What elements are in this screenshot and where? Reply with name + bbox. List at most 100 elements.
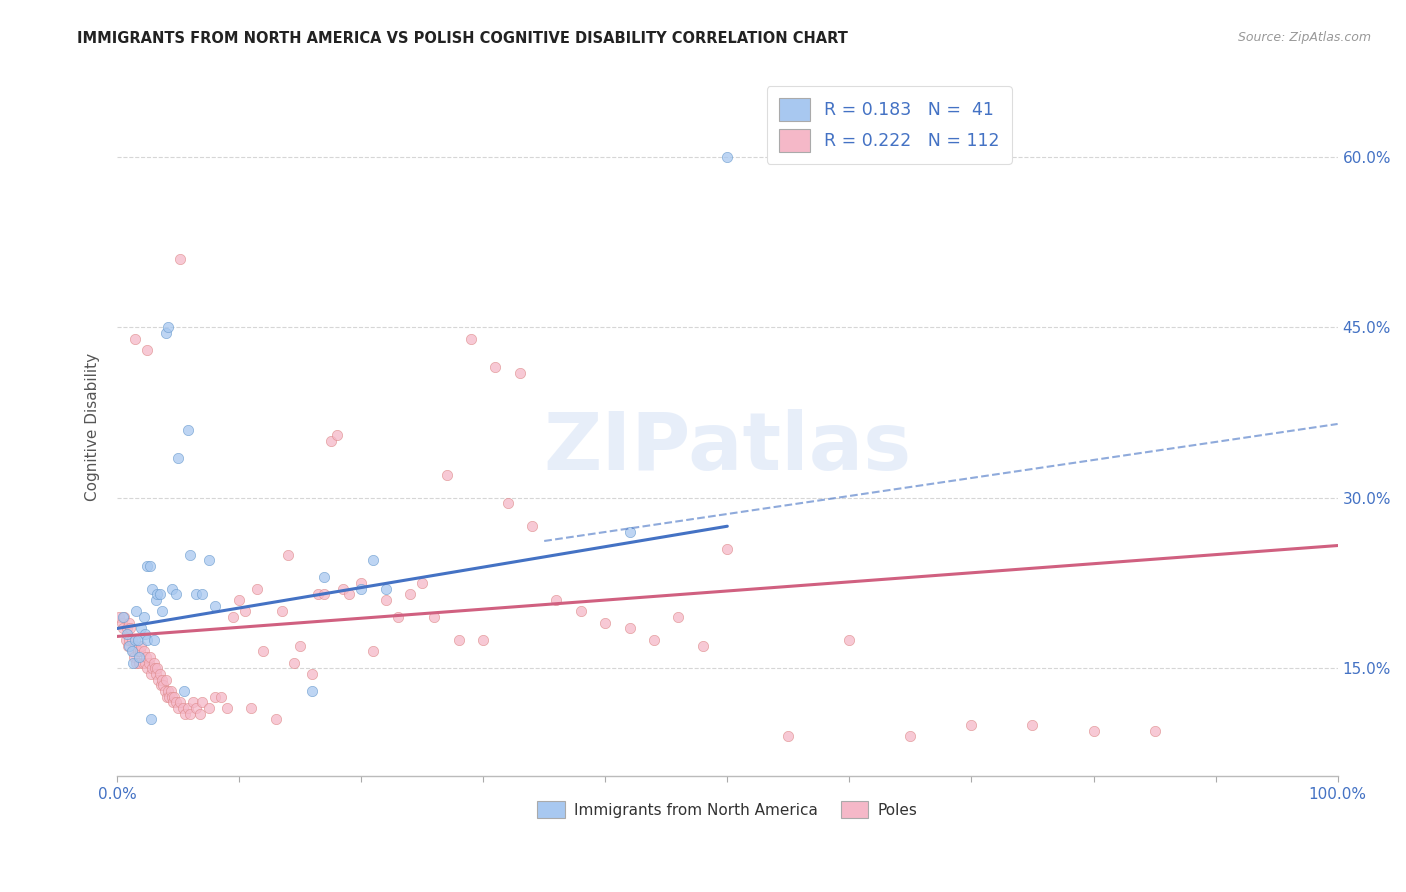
Point — [139, 559, 162, 574]
Point — [350, 576, 373, 591]
Point — [593, 615, 616, 630]
Point — [138, 656, 160, 670]
Point — [447, 632, 470, 647]
Point — [209, 690, 232, 704]
Point — [127, 632, 149, 647]
Legend: Immigrants from North America, Poles: Immigrants from North America, Poles — [531, 795, 924, 824]
Point — [124, 632, 146, 647]
Point — [960, 718, 983, 732]
Point — [155, 326, 177, 340]
Point — [423, 610, 446, 624]
Point — [215, 701, 238, 715]
Text: ZIPatlas: ZIPatlas — [543, 409, 911, 487]
Point — [374, 582, 396, 596]
Point — [246, 582, 269, 596]
Point — [112, 622, 135, 636]
Point — [314, 570, 336, 584]
Point — [191, 695, 214, 709]
Point — [127, 644, 149, 658]
Point — [179, 548, 201, 562]
Point — [121, 644, 143, 658]
Point — [228, 593, 250, 607]
Point — [619, 524, 641, 539]
Point — [177, 701, 200, 715]
Point — [387, 610, 409, 624]
Point — [118, 639, 141, 653]
Point — [411, 576, 433, 591]
Point — [374, 593, 396, 607]
Point — [197, 553, 219, 567]
Point — [399, 587, 422, 601]
Point — [149, 667, 172, 681]
Point — [121, 632, 143, 647]
Point — [716, 541, 738, 556]
Point — [337, 587, 360, 601]
Point — [165, 695, 187, 709]
Point — [252, 644, 274, 658]
Point — [496, 496, 519, 510]
Point — [124, 332, 146, 346]
Point — [125, 656, 148, 670]
Point — [222, 610, 245, 624]
Point — [363, 553, 385, 567]
Point — [108, 610, 131, 624]
Point — [240, 701, 263, 715]
Point — [319, 434, 342, 448]
Point — [204, 599, 226, 613]
Point — [146, 587, 169, 601]
Point — [150, 673, 173, 687]
Point — [350, 582, 373, 596]
Point — [148, 673, 170, 687]
Point — [165, 587, 187, 601]
Point — [177, 423, 200, 437]
Point — [716, 150, 738, 164]
Point — [117, 639, 139, 653]
Point — [307, 587, 329, 601]
Point — [121, 656, 143, 670]
Point — [118, 615, 141, 630]
Point — [134, 627, 156, 641]
Point — [114, 632, 136, 647]
Point — [149, 678, 172, 692]
Point — [143, 661, 166, 675]
Point — [900, 730, 922, 744]
Point — [167, 451, 190, 466]
Point — [153, 684, 176, 698]
Y-axis label: Cognitive Disability: Cognitive Disability — [86, 352, 100, 501]
Point — [643, 632, 665, 647]
Point — [134, 656, 156, 670]
Point — [186, 587, 208, 601]
Point — [146, 661, 169, 675]
Point — [179, 706, 201, 721]
Point — [778, 730, 800, 744]
Point — [122, 649, 145, 664]
Point — [197, 701, 219, 715]
Point — [136, 343, 159, 358]
Point — [1083, 723, 1105, 738]
Point — [162, 695, 184, 709]
Point — [139, 649, 162, 664]
Point — [135, 649, 157, 664]
Point — [145, 593, 167, 607]
Point — [277, 548, 299, 562]
Point — [288, 639, 311, 653]
Point — [569, 604, 592, 618]
Point — [129, 644, 152, 658]
Point — [160, 582, 183, 596]
Point — [1021, 718, 1043, 732]
Point — [121, 644, 143, 658]
Point — [112, 610, 135, 624]
Point — [163, 690, 186, 704]
Point — [325, 428, 347, 442]
Point — [668, 610, 690, 624]
Point — [115, 627, 138, 641]
Point — [131, 656, 153, 670]
Point — [141, 582, 163, 596]
Point — [484, 360, 506, 375]
Point — [136, 632, 159, 647]
Point — [125, 604, 148, 618]
Point — [145, 667, 167, 681]
Point — [155, 673, 177, 687]
Point — [283, 656, 305, 670]
Point — [301, 667, 323, 681]
